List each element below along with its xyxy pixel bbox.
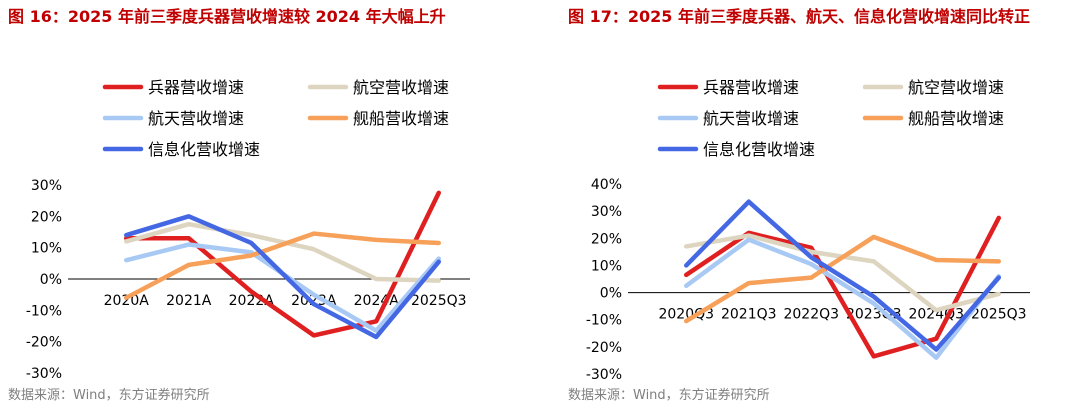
- series-line: [684, 199, 1001, 352]
- x-tick-label: 2021Q3: [721, 307, 777, 323]
- legend-label: 兵器营收增速: [148, 78, 244, 97]
- y-tick-label: -30%: [586, 367, 622, 383]
- legend-label: 航空营收增速: [908, 78, 1004, 97]
- y-tick-label: 20%: [591, 231, 622, 247]
- legend-label: 舰船营收增速: [908, 109, 1004, 128]
- line-chart: 30%20%10%0%-10%-20%-30%2020A 2021A 2022A 20…: [26, 78, 470, 382]
- chart-panel-left: 图 16：2025 年前三季度兵器营收增速较 2024 年大幅上升 30% 20%…: [8, 7, 470, 403]
- series-line: [124, 214, 441, 340]
- y-tick-label: 10%: [591, 258, 622, 274]
- legend-label: 航天营收增速: [148, 109, 244, 128]
- y-tick-label: -20%: [586, 340, 622, 356]
- source-note: 数据来源：Wind，东方证券研究所: [8, 388, 210, 403]
- chart-title: 图 16：2025 年前三季度兵器营收增速较 2024 年大幅上升: [8, 7, 446, 26]
- legend-label: 信息化营收增速: [703, 140, 815, 159]
- y-tick-label: 0%: [40, 272, 62, 288]
- y-tick-label: 30%: [31, 178, 62, 194]
- x-tick-label: 2022Q3: [783, 307, 839, 323]
- series-line: [684, 237, 1001, 360]
- source-note: 数据来源：Wind，东方证券研究所: [568, 388, 770, 403]
- series-line: [124, 190, 441, 338]
- x-tick-label: 2024A: [354, 293, 400, 309]
- x-tick-label: 2021A: [166, 293, 212, 309]
- y-tick-label: -20%: [26, 335, 62, 351]
- x-tick-label: 2025Q3: [411, 293, 467, 309]
- x-tick-label: 2025Q3: [971, 307, 1027, 323]
- y-tick-label: 0%: [600, 286, 622, 302]
- y-tick-label: 10%: [31, 241, 62, 257]
- y-tick-label: 40%: [591, 177, 622, 193]
- legend-label: 兵器营收增速: [703, 78, 799, 97]
- line-chart: 40%30%20%10%0%-10%-20%-30%2020Q3 2021Q3 20…: [586, 78, 1030, 383]
- legend-label: 舰船营收增速: [353, 109, 449, 128]
- series-line: [684, 234, 1001, 324]
- series-line: [124, 231, 441, 301]
- y-tick-label: -30%: [26, 366, 62, 382]
- x-tick-label: 2023A: [291, 293, 337, 309]
- y-tick-label: 20%: [31, 209, 62, 225]
- y-tick-label: 30%: [591, 204, 622, 220]
- chart-panel-right: 图 17：2025 年前三季度兵器、航天、信息化营收增速同比转正 40% 30% 2…: [560, 0, 1080, 405]
- series-line: [684, 215, 1001, 359]
- y-tick-label: -10%: [26, 303, 62, 319]
- legend-label: 信息化营收增速: [148, 140, 260, 159]
- legend-label: 航天营收增速: [703, 109, 799, 128]
- legend-label: 航空营收增速: [353, 78, 449, 97]
- chart-title: 图 17：2025 年前三季度兵器、航天、信息化营收增速同比转正: [568, 7, 1030, 26]
- y-tick-label: -10%: [586, 313, 622, 329]
- x-tick-label: 2020A: [104, 293, 150, 309]
